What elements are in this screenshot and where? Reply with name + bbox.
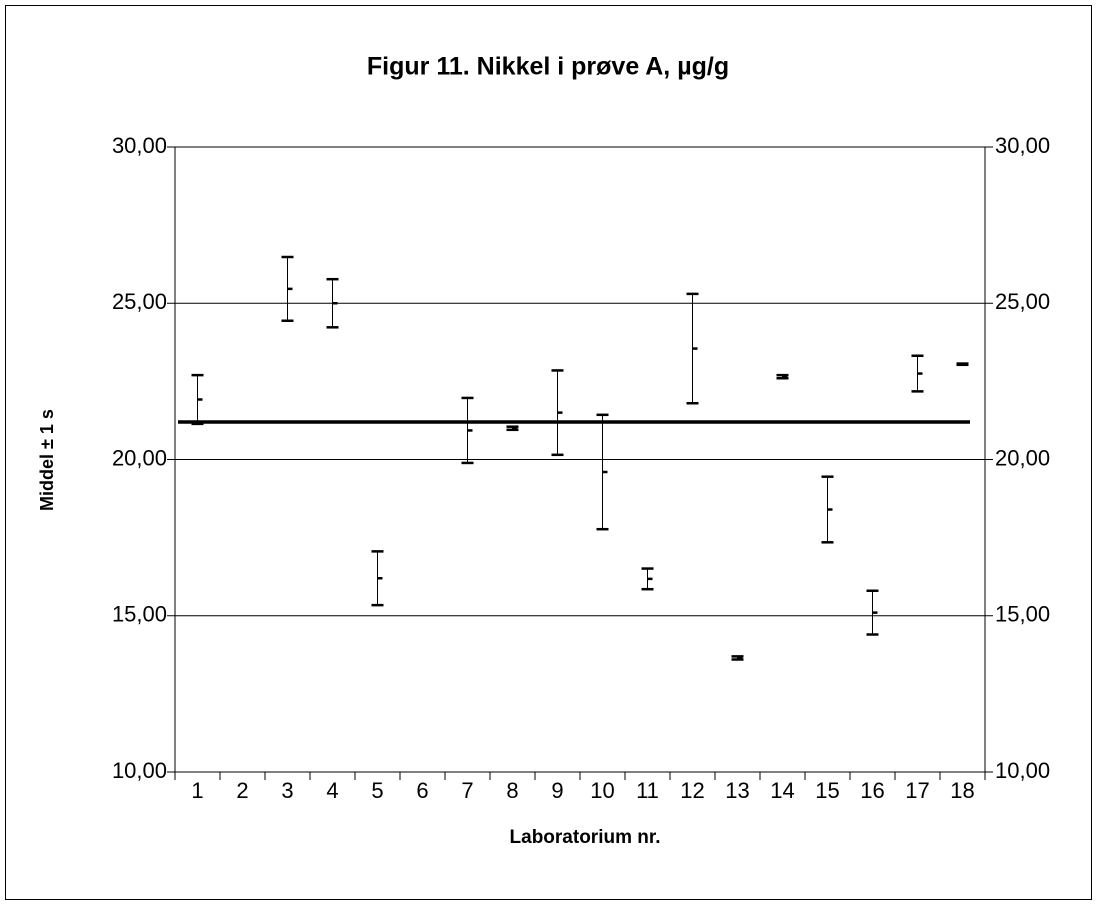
x-tick-label: 7 — [461, 778, 473, 803]
y-tick-label: 25,00 — [112, 289, 167, 314]
x-tick-label: 2 — [236, 778, 248, 803]
x-tick-label: 1 — [191, 778, 203, 803]
y2-tick-label: 25,00 — [995, 289, 1050, 314]
x-tick-label: 12 — [680, 778, 704, 803]
x-tick-label: 10 — [590, 778, 614, 803]
y2-tick-label: 30,00 — [995, 133, 1050, 158]
x-tick-label: 15 — [815, 778, 839, 803]
x-tick-label: 6 — [416, 778, 428, 803]
chart-title: Figur 11. Nikkel i prøve A, µg/g — [367, 53, 729, 81]
x-tick-label: 16 — [860, 778, 884, 803]
x-tick-label: 11 — [636, 778, 659, 803]
y-tick-label: 20,00 — [112, 445, 167, 470]
y-axis-label: Middel ± 1 s — [37, 409, 57, 511]
y2-tick-label: 20,00 — [995, 445, 1050, 470]
y2-tick-label: 15,00 — [995, 602, 1050, 627]
y-tick-label: 30,00 — [112, 133, 167, 158]
x-tick-label: 3 — [281, 778, 293, 803]
x-tick-label: 4 — [326, 778, 338, 803]
y2-tick-label: 10,00 — [995, 758, 1050, 783]
x-tick-label: 13 — [725, 778, 749, 803]
x-tick-label: 14 — [770, 778, 794, 803]
x-tick-label: 8 — [506, 778, 518, 803]
y-tick-label: 10,00 — [112, 758, 167, 783]
x-axis-label: Laboratorium nr. — [510, 827, 661, 848]
x-tick-label: 18 — [950, 778, 974, 803]
y-tick-label: 15,00 — [112, 602, 167, 627]
x-tick-label: 9 — [551, 778, 563, 803]
chart-border — [5, 5, 1092, 900]
x-tick-label: 5 — [371, 778, 383, 803]
x-tick-label: 17 — [905, 778, 929, 803]
